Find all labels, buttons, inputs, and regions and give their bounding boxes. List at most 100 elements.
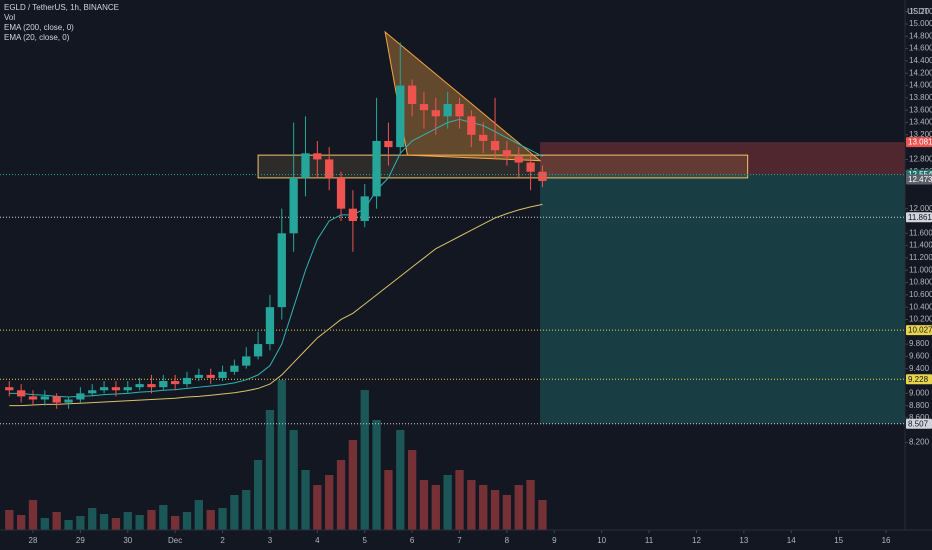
volume-bar <box>52 512 61 530</box>
price-tag-label: 12.473 <box>908 175 932 184</box>
y-tick-label: 14.200 <box>909 68 932 77</box>
volume-bar <box>171 516 180 530</box>
candle-body <box>135 384 144 388</box>
x-tick-label: 7 <box>457 536 462 545</box>
candle-body <box>194 374 204 378</box>
candle-body <box>514 156 523 163</box>
candle-body <box>360 196 369 221</box>
candle-body <box>455 104 464 117</box>
y-tick-label: 8.600 <box>909 413 930 422</box>
zone <box>540 174 905 424</box>
volume-bar <box>5 510 14 530</box>
volume-bar <box>194 500 204 530</box>
volume-bar <box>99 514 109 530</box>
x-tick-label: 4 <box>315 536 320 545</box>
candle-body <box>111 387 121 391</box>
volume-bar <box>88 508 97 530</box>
y-tick-label: 12.000 <box>909 204 932 213</box>
candle-body <box>419 104 429 111</box>
volume-bar <box>502 495 512 530</box>
y-tick-label: 15.000 <box>909 19 932 28</box>
candle-body <box>64 399 73 403</box>
candle-body <box>230 365 239 372</box>
volume-bar <box>396 430 405 530</box>
candle-body <box>490 140 500 151</box>
volume-bar <box>419 480 429 530</box>
candle-body <box>384 140 393 148</box>
candle-body <box>88 390 97 394</box>
price-tag <box>906 137 932 148</box>
candle-body <box>396 85 405 148</box>
candle-body <box>443 104 452 117</box>
y-tick-label: 11.200 <box>909 253 932 262</box>
x-tick-label: 16 <box>882 536 891 545</box>
price-tag-label: 11.861 <box>908 213 932 222</box>
legend-entry: EMA (200, close, 0) <box>4 23 74 32</box>
price-tag <box>906 418 932 429</box>
x-tick-label: 6 <box>410 536 415 545</box>
x-tick-label: 29 <box>76 536 85 545</box>
y-tick-label: 10.800 <box>909 278 932 287</box>
y-tick-label: 9.800 <box>909 339 930 348</box>
volume-bar <box>277 380 286 530</box>
volume-bar <box>301 470 310 530</box>
candle-body <box>325 159 334 178</box>
volume-bar <box>123 512 132 530</box>
x-tick-label: 15 <box>834 536 843 545</box>
y-tick-label: 10.400 <box>909 302 932 311</box>
y-tick-label: 13.400 <box>909 118 932 127</box>
volume-bar <box>64 520 73 530</box>
zone <box>540 142 905 175</box>
volume-bar <box>253 460 263 530</box>
y-tick-label: 12.800 <box>909 155 932 164</box>
candle-body <box>40 396 49 400</box>
volume-bar <box>384 470 393 530</box>
volume-bar <box>242 490 251 530</box>
y-tick-label: 15.200 <box>909 7 932 16</box>
candle-body <box>28 396 38 400</box>
candle-body <box>526 162 535 172</box>
ema-line <box>9 118 543 398</box>
volume-bar <box>490 490 500 530</box>
x-tick-label: 9 <box>552 536 557 545</box>
volume-bar <box>538 500 547 530</box>
candle-body <box>206 374 215 378</box>
candle-body <box>171 381 180 385</box>
y-tick-label: 14.600 <box>909 44 932 53</box>
candle-body <box>265 307 275 345</box>
candle-body <box>407 85 417 105</box>
chart-title: EGLD / TetherUS, 1h, BINANCE <box>4 3 119 12</box>
y-tick-label: 8.800 <box>909 401 930 410</box>
candle-body <box>538 171 547 181</box>
candle-body <box>336 177 346 209</box>
y-tick-label: 9.400 <box>909 364 930 373</box>
candle-body <box>147 384 156 388</box>
candle-body <box>159 381 168 388</box>
price-tag <box>906 374 932 385</box>
volume-bar <box>28 500 38 530</box>
price-tag-label: 13.081 <box>908 138 932 147</box>
volume-bar <box>514 485 523 530</box>
volume-bar <box>407 450 417 530</box>
x-tick-label: 13 <box>739 536 748 545</box>
y-tick-label: 14.800 <box>909 31 932 40</box>
x-tick-label: 3 <box>268 536 273 545</box>
y-tick-label: 11.400 <box>909 241 932 250</box>
volume-bar <box>182 512 192 530</box>
volume-bar <box>111 518 121 530</box>
x-tick-label: 2 <box>220 536 225 545</box>
volume-bar <box>230 495 239 530</box>
x-tick-label: 12 <box>692 536 701 545</box>
legend-entry: EMA (20, close, 0) <box>4 33 70 42</box>
volume-bar <box>431 485 440 530</box>
candle-body <box>76 393 85 400</box>
x-tick-label: Dec <box>168 536 182 545</box>
volume-bar <box>443 475 452 530</box>
candle-body <box>313 153 322 160</box>
y-tick-label: 10.200 <box>909 315 932 324</box>
price-tag-label: 10.027 <box>908 326 932 335</box>
volume-bar <box>40 518 49 530</box>
x-tick-label: 11 <box>645 536 654 545</box>
